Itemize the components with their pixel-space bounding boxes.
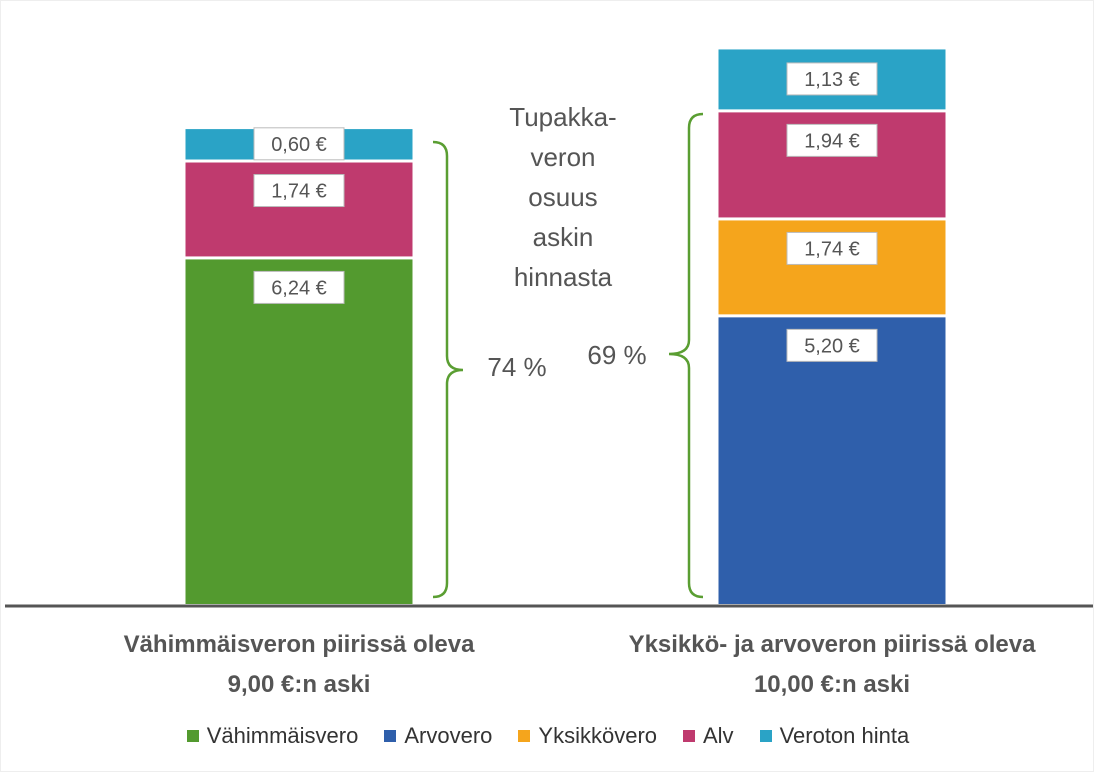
legend-label: Yksikkövero — [538, 723, 657, 748]
legend-label: Alv — [703, 723, 734, 748]
legend-item: Yksikkövero — [518, 723, 657, 749]
annotation: 74 % — [487, 352, 547, 382]
bar-segment — [185, 259, 413, 604]
legend-item: Alv — [683, 723, 734, 749]
label-box — [253, 270, 345, 304]
label-box — [786, 62, 878, 96]
legend-label: Veroton hinta — [779, 723, 910, 748]
data-label: 0,60 € — [271, 134, 327, 156]
annotation: 69 % — [587, 340, 647, 370]
data-label: 6,24 € — [271, 277, 327, 299]
legend-label: Vähimmäisvero — [206, 723, 359, 748]
x-tick-label: Yksikkö- ja arvoveron piirissä oleva 10,… — [628, 631, 1036, 698]
data-label: 5,20 € — [804, 335, 860, 357]
data-label: 1,13 € — [804, 69, 860, 91]
brace — [668, 112, 704, 599]
label-box — [786, 123, 878, 157]
legend-item: Veroton hinta — [759, 723, 910, 749]
label-box — [253, 127, 345, 161]
data-label: 1,94 € — [804, 130, 860, 152]
annotation: Tupakka- veron osuus askin hinnasta — [509, 102, 617, 292]
data-label: 1,74 € — [804, 238, 860, 260]
legend-swatch — [186, 730, 199, 742]
legend: Vähimmäisvero Arvovero Yksikkövero Alv Verot… — [1, 723, 1093, 749]
data-label: 1,74 € — [271, 181, 327, 203]
legend-label: Arvovero — [404, 723, 493, 748]
legend-swatch — [518, 730, 531, 742]
legend-swatch — [683, 730, 695, 742]
label-box — [786, 328, 878, 362]
label-box — [786, 231, 878, 265]
legend-item: Arvovero — [384, 723, 492, 749]
label-box — [253, 174, 345, 208]
legend-item: Vähimmäisvero — [186, 723, 359, 749]
legend-swatch — [759, 730, 772, 742]
bar-segment — [718, 317, 946, 604]
x-tick-label: Vähimmäisveron piirissä oleva 9,00 €:n a… — [123, 631, 475, 698]
legend-swatch — [384, 730, 397, 742]
brace — [432, 140, 464, 599]
